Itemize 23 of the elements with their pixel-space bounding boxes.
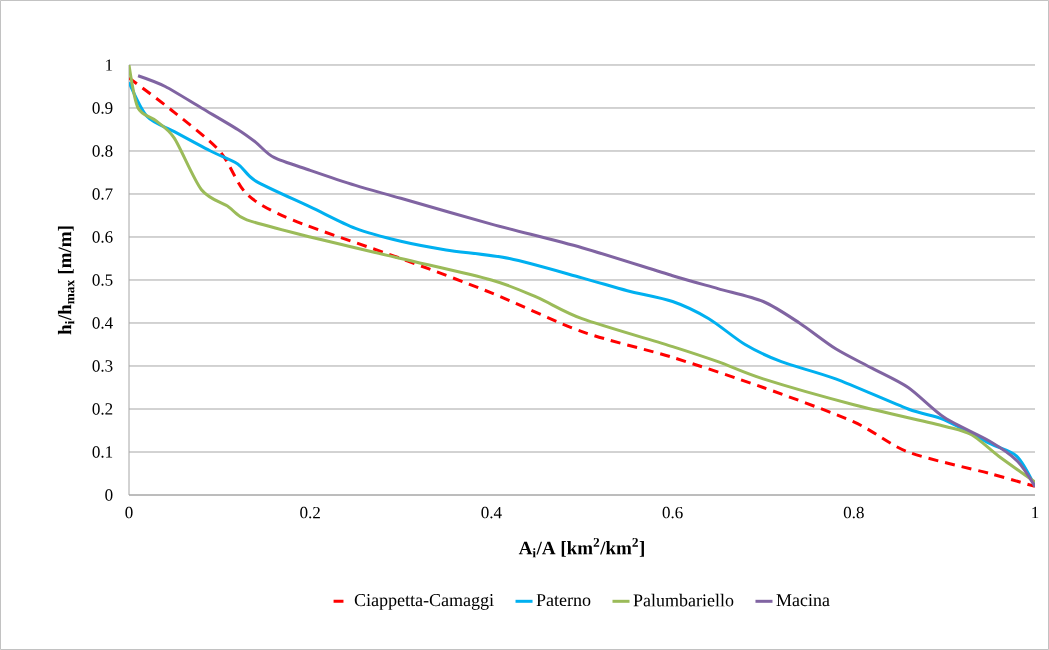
y-tick-label: 0.9 xyxy=(92,102,113,114)
x-tick-label: 0.2 xyxy=(300,506,320,519)
legend-label: Palumbariello xyxy=(633,593,734,607)
y-tick-label: 0.6 xyxy=(92,231,113,243)
y-tick-label: 0.5 xyxy=(92,274,113,286)
y-tick-label: 0.4 xyxy=(92,317,113,329)
x-tick-label: 0.8 xyxy=(843,506,864,519)
y-tick-label: 0 xyxy=(105,489,113,501)
y-tick-label: 0.1 xyxy=(92,446,113,458)
y-tick-label: 0.8 xyxy=(92,145,113,157)
legend-label: Macina xyxy=(776,594,830,607)
legend-label: Ciappetta-Camaggi xyxy=(354,594,494,610)
y-tick-label: 0.2 xyxy=(92,403,113,415)
x-tick-label: 1 xyxy=(1032,506,1039,519)
text: h$_{i}$/h$_{max}$ [m/m] xyxy=(57,226,75,335)
y-tick-label: 0.7 xyxy=(92,188,113,200)
x-tick-label: 0 xyxy=(125,506,133,519)
legend-label: Paterno xyxy=(536,594,591,607)
x-tick-label: 0.4 xyxy=(481,506,502,519)
text: A$_{i}$/A [km$^{2}$/km$^{2}$] xyxy=(518,537,644,558)
x-tick-label: 0.6 xyxy=(662,506,683,519)
y-tick-label: 1 xyxy=(106,59,113,71)
y-tick-label: 0.3 xyxy=(92,360,113,372)
